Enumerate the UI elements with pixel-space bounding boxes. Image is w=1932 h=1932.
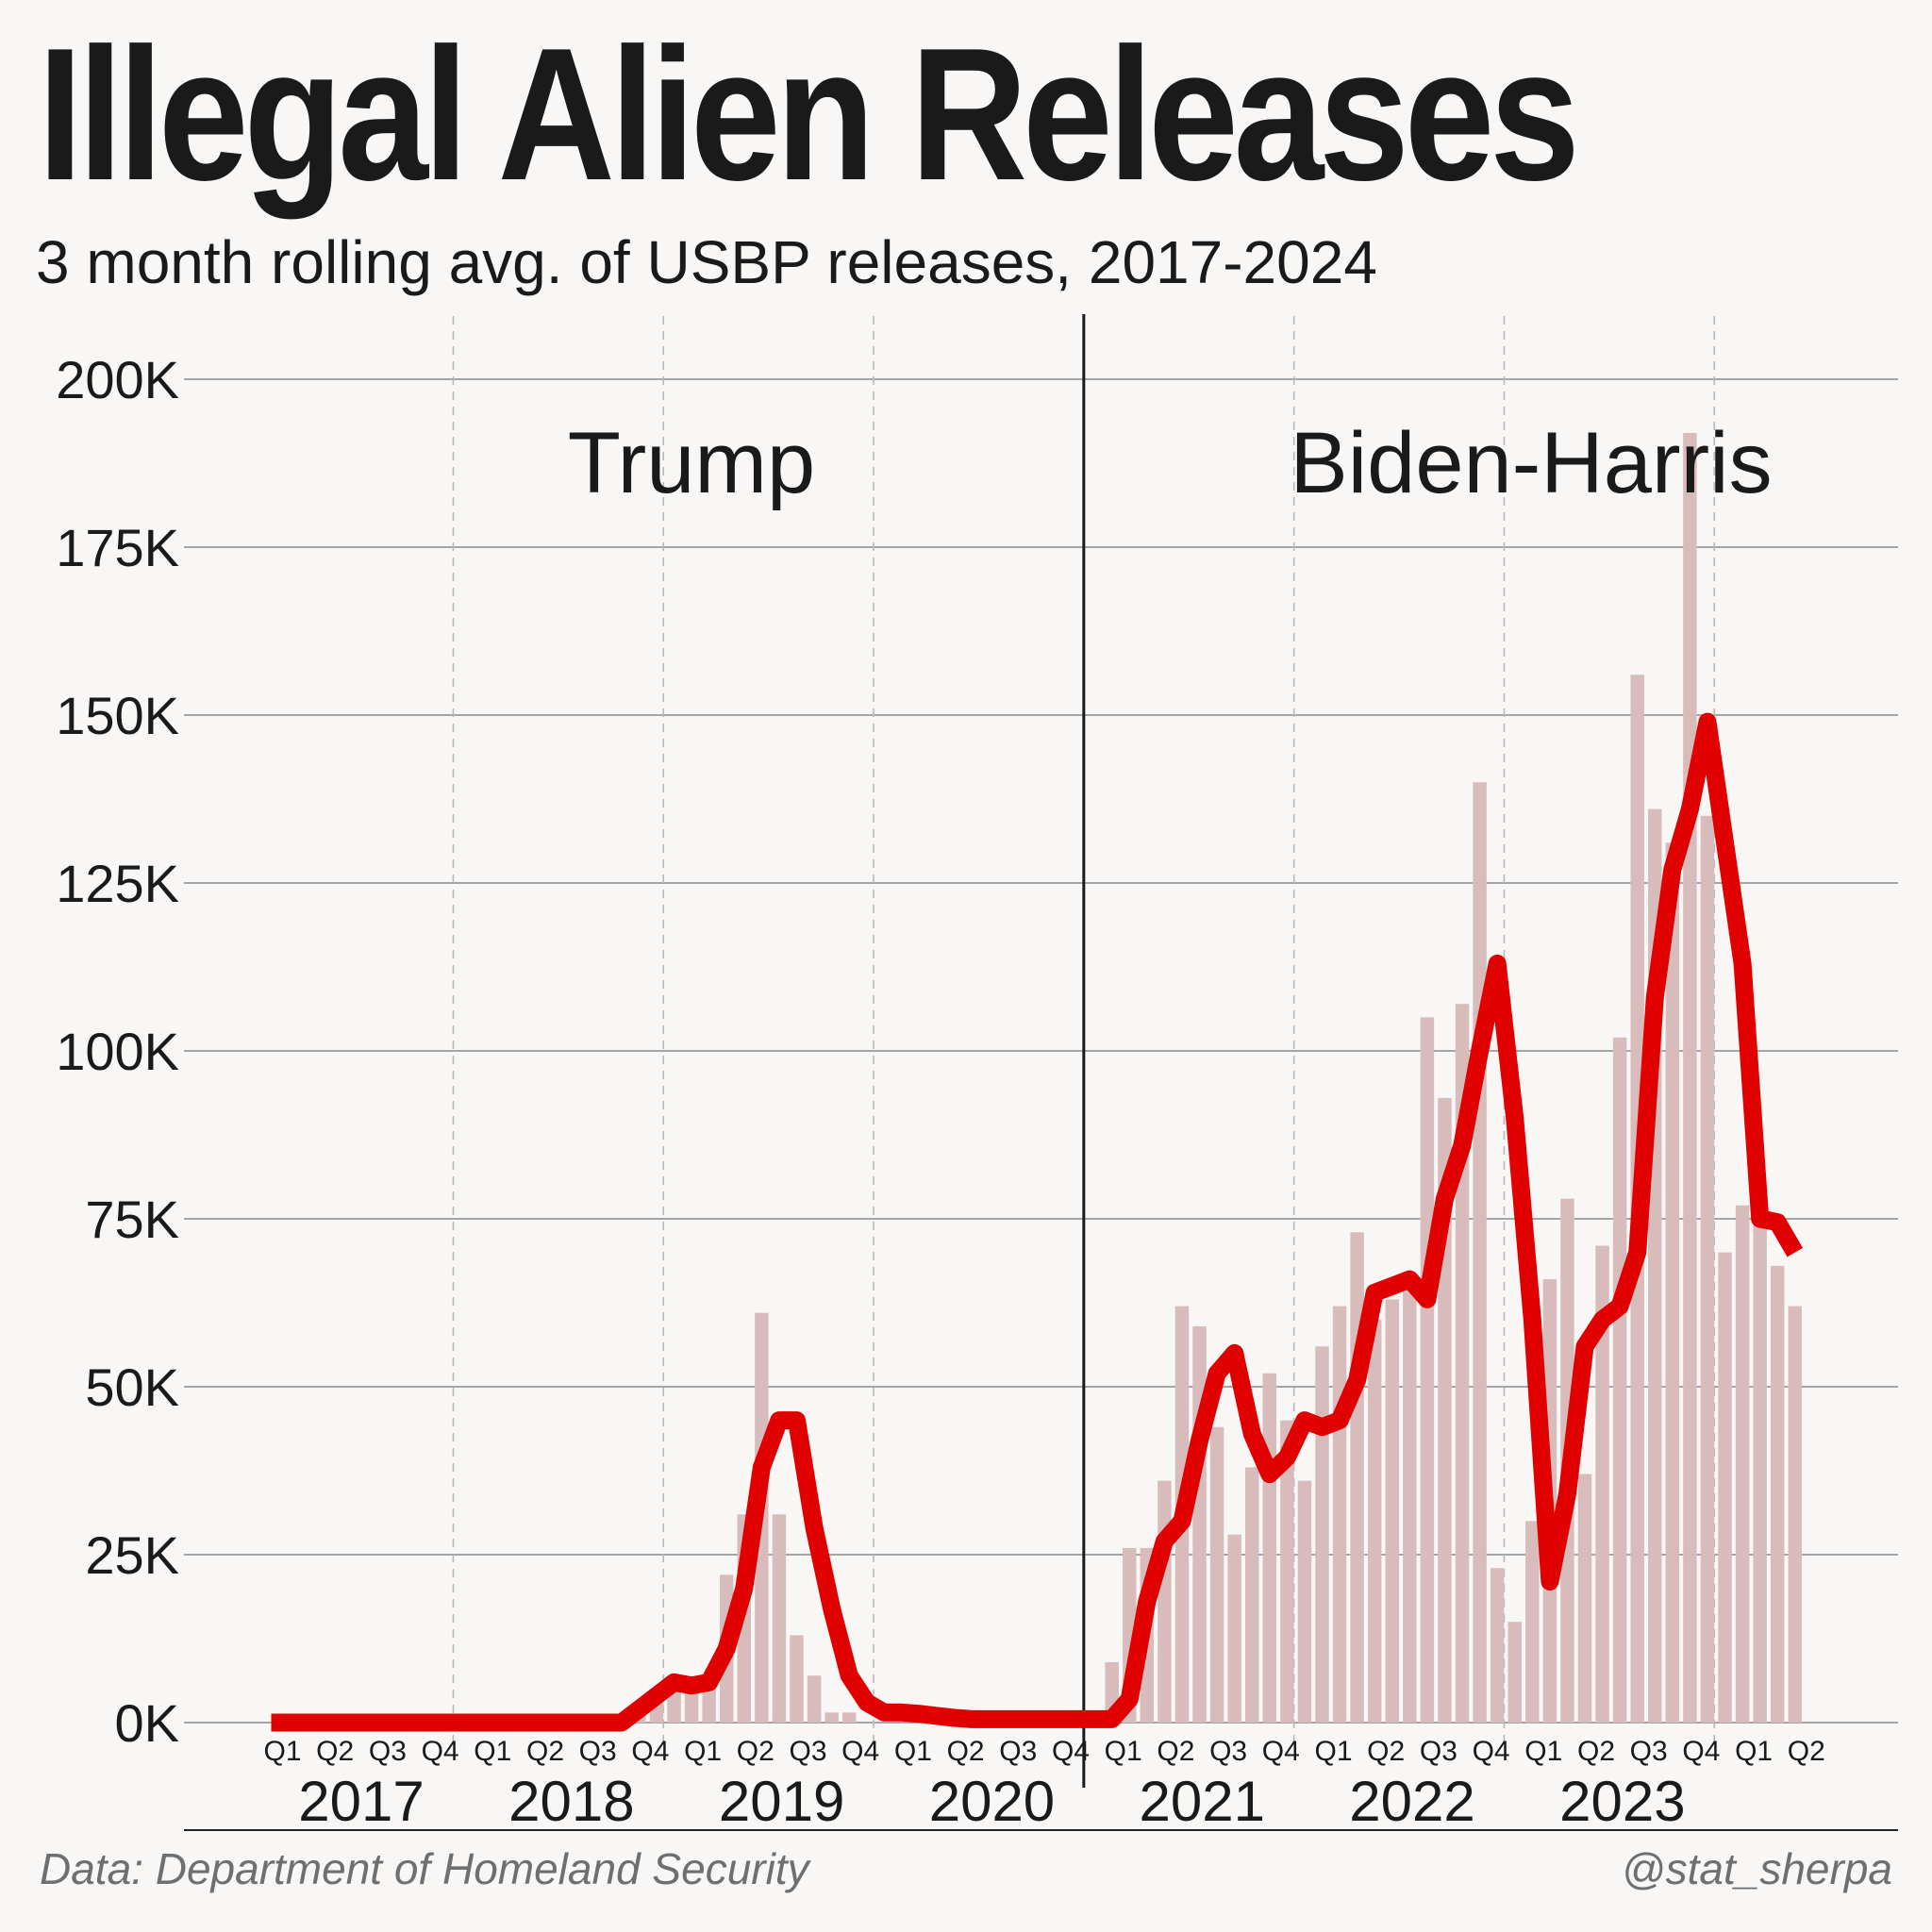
x-quarter-label: Q3 [579, 1736, 617, 1767]
bar [807, 1675, 822, 1723]
data-source: Data: Department of Homeland Security [40, 1844, 809, 1893]
bar [790, 1635, 804, 1723]
x-quarter-label: Q3 [1420, 1736, 1457, 1767]
y-tick-label: 50K [85, 1357, 179, 1417]
bar [1297, 1480, 1312, 1723]
bar [841, 1712, 857, 1723]
bar [1683, 432, 1697, 1724]
x-quarter-label: Q4 [1052, 1736, 1090, 1767]
y-tick-label: 75K [85, 1190, 179, 1249]
bar [1192, 1325, 1207, 1723]
x-year-label: 2019 [719, 1770, 844, 1833]
bar [1158, 1480, 1172, 1723]
annotation-biden-harris: Biden-Harris [1290, 415, 1772, 511]
bar [1665, 842, 1680, 1723]
bar [1612, 1037, 1627, 1723]
annotations: Trump Biden-Harris [568, 415, 1773, 511]
y-tick-label: 100K [56, 1022, 179, 1081]
x-quarter-label: Q4 [631, 1736, 669, 1767]
x-quarter-label: Q3 [1630, 1736, 1668, 1767]
bar [1244, 1467, 1259, 1723]
bar [1525, 1521, 1540, 1723]
x-quarter-label: Q1 [684, 1736, 722, 1767]
bar [1788, 1306, 1803, 1723]
x-quarter-label: Q3 [999, 1736, 1037, 1767]
bar [1753, 1211, 1767, 1723]
bar [1227, 1534, 1241, 1723]
y-tick-label: 0K [115, 1693, 180, 1753]
y-tick-label: 175K [56, 518, 179, 577]
chart-subtitle: 3 month rolling avg. of USBP releases, 2… [36, 228, 1377, 296]
bar [1595, 1245, 1609, 1723]
bar [1507, 1622, 1522, 1723]
x-quarter-label: Q4 [1682, 1736, 1720, 1767]
x-quarter-label: Q2 [526, 1736, 564, 1767]
x-quarter-label: Q1 [474, 1736, 511, 1767]
bar [1385, 1299, 1400, 1723]
bar [1367, 1319, 1382, 1723]
x-quarter-label: Q2 [316, 1736, 354, 1767]
x-year-label: 2017 [298, 1770, 424, 1833]
x-year-label: 2020 [929, 1770, 1055, 1833]
bar [684, 1689, 699, 1723]
bar [1209, 1426, 1224, 1723]
bar [702, 1682, 716, 1723]
x-quarter-label: Q1 [263, 1736, 301, 1767]
rolling-average-line [271, 712, 1804, 1732]
bar [1735, 1205, 1750, 1723]
x-quarter-label: Q2 [1577, 1736, 1615, 1767]
x-quarter-label: Q1 [1105, 1736, 1142, 1767]
y-tick-label: 150K [56, 686, 179, 745]
bar [1403, 1272, 1417, 1723]
y-tick-label: 25K [85, 1525, 179, 1585]
x-quarter-label: Q1 [1524, 1736, 1562, 1767]
x-quarter-label: Q2 [737, 1736, 774, 1767]
x-quarter-label: Q3 [369, 1736, 407, 1767]
x-quarter-label: Q1 [1735, 1736, 1773, 1767]
x-quarter-label: Q3 [789, 1736, 826, 1767]
x-quarter-label: Q1 [894, 1736, 932, 1767]
x-quarter-label: Q4 [1262, 1736, 1300, 1767]
bar [1315, 1346, 1329, 1723]
bar [772, 1514, 787, 1723]
x-quarter-label: Q3 [1209, 1736, 1247, 1767]
bar [1350, 1232, 1364, 1723]
bar [1262, 1373, 1277, 1723]
x-year-label: 2023 [1559, 1770, 1685, 1833]
bar [1332, 1306, 1347, 1723]
bar [1577, 1474, 1592, 1723]
y-axis-labels: 0K 25K 50K 75K 100K 125K 150K 175K 200K [56, 350, 179, 1753]
y-tick-label: 125K [56, 854, 179, 913]
x-quarter-label: Q4 [422, 1736, 459, 1767]
x-quarter-label: Q4 [1473, 1736, 1510, 1767]
x-quarter-label: Q2 [1157, 1736, 1194, 1767]
y-tick-label: 200K [56, 350, 179, 409]
bar [1490, 1568, 1505, 1723]
grid-layer [184, 378, 1898, 1724]
x-quarter-label: Q2 [1788, 1736, 1825, 1767]
x-year-label: 2018 [508, 1770, 634, 1833]
bar [1700, 815, 1715, 1723]
bar [1473, 782, 1487, 1723]
bar [1718, 1252, 1732, 1723]
x-axis-labels: Q1 Q2 Q3 Q4 Q1 Q2 Q3 Q4 Q1 Q2 Q3 Q4 Q1 Q2 Q3 Q4 Q1 Q2 Q3 Q4… [263, 1736, 1824, 1833]
x-quarter-label: Q2 [1367, 1736, 1405, 1767]
x-year-label: 2022 [1349, 1770, 1474, 1833]
bar [1420, 1017, 1435, 1723]
x-quarter-label: Q1 [1314, 1736, 1352, 1767]
x-year-label: 2021 [1140, 1770, 1265, 1833]
chart-title: Illegal Alien Releases [38, 9, 1580, 220]
annotation-trump: Trump [568, 415, 815, 511]
bar [1280, 1420, 1294, 1723]
x-quarter-label: Q2 [947, 1736, 985, 1767]
x-quarter-label: Q4 [841, 1736, 879, 1767]
bar [1770, 1265, 1785, 1723]
bar [824, 1712, 839, 1723]
author-credit: @stat_sherpa [1621, 1844, 1892, 1893]
